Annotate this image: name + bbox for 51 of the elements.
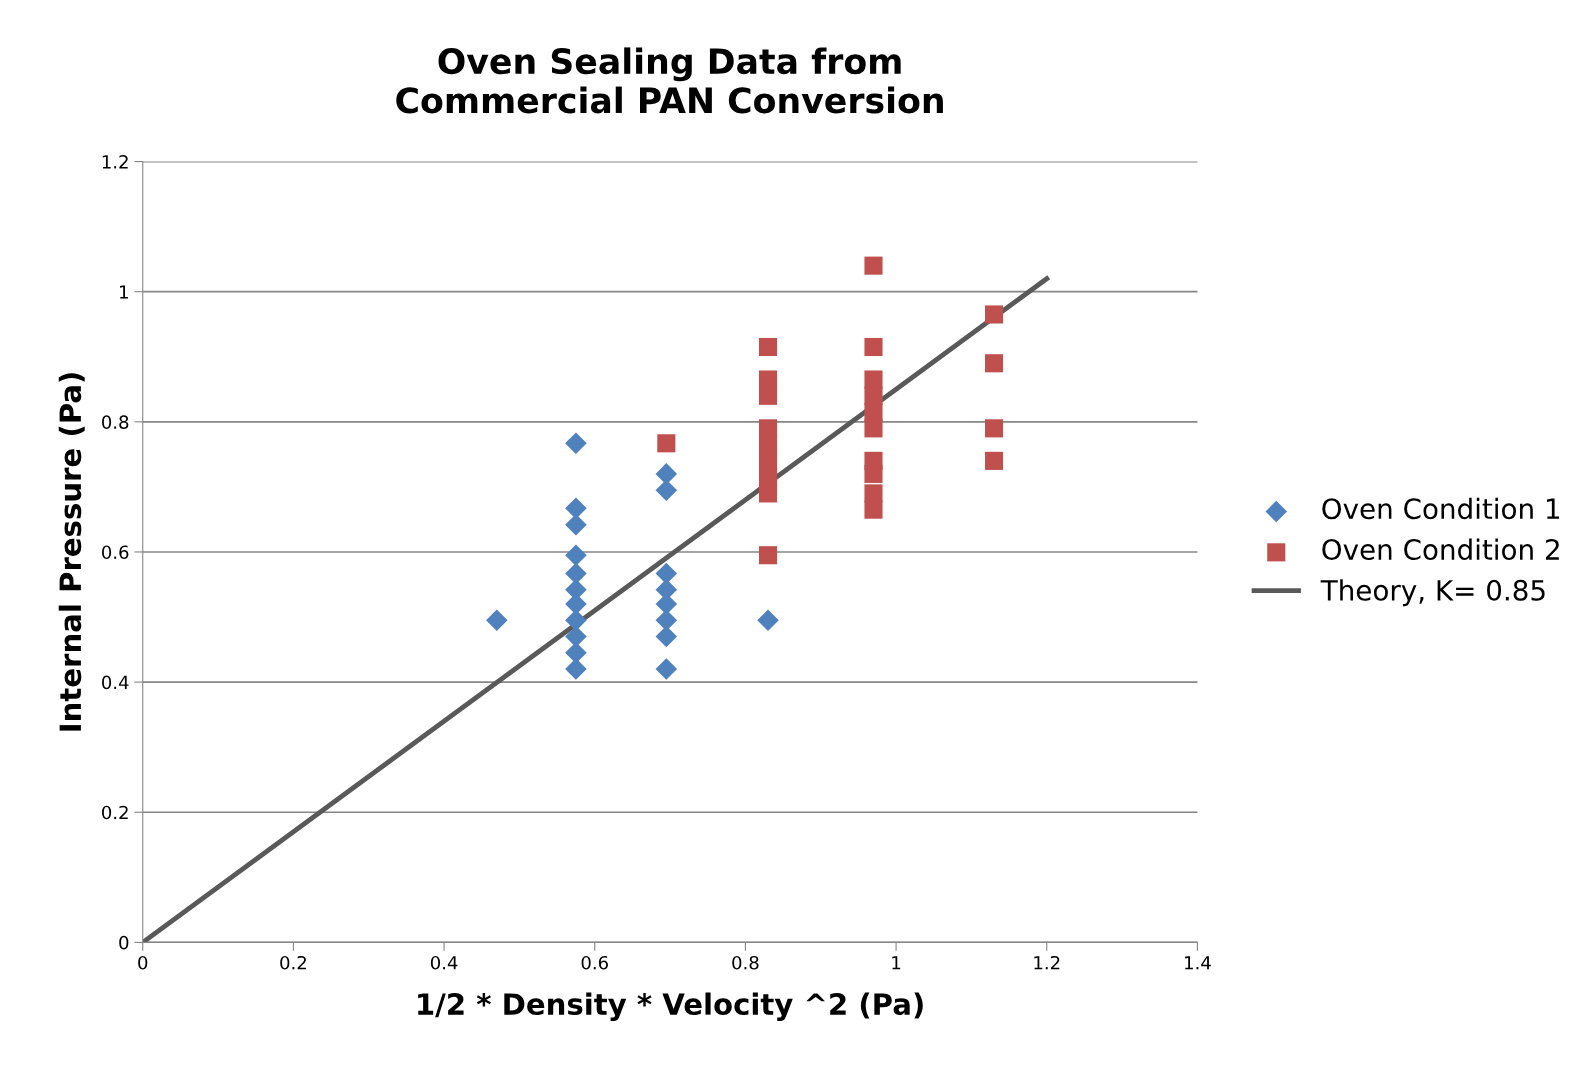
point [864,500,883,519]
x-tick-label: 0.6 [581,955,608,970]
point [984,354,1004,373]
point [565,593,587,615]
point [984,451,1004,470]
x-tick-label: 1 [892,956,901,970]
point [655,593,678,615]
legend-label: Oven Condition 1 [1322,497,1560,520]
x-tick-label: 0.2 [280,955,306,970]
point [657,434,676,453]
y-tick-label: 1 [120,285,128,299]
point [758,337,778,357]
y-axis-title: Internal Pressure (Pa) [58,373,85,731]
legend-label: Theory, K= 0.85 [1320,579,1545,607]
y-tick-label: 0.6 [102,545,129,560]
point [757,609,779,632]
x-tick-label: 1.4 [1185,956,1211,970]
point [758,546,778,565]
y-tick-label: 0.4 [102,675,129,690]
point [984,305,1004,324]
point [565,658,587,680]
point [655,625,678,648]
point [655,479,678,501]
point [655,658,678,680]
point [758,484,778,503]
point [864,256,883,275]
x-tick-label: 0.4 [430,955,458,970]
point [984,419,1004,438]
x-tick-label: 1.2 [1034,955,1060,970]
point [655,463,678,485]
chart-title: Oven Sealing Data from Commercial PAN Conversion [396,47,943,114]
point [864,337,883,357]
point [565,432,587,455]
point [565,513,587,536]
point [565,625,587,648]
point [864,419,883,438]
point [565,642,587,664]
point [565,544,587,566]
y-tick-label: 0.8 [102,415,129,429]
point [565,562,587,585]
point [758,419,778,438]
legend-label: Oven Condition 2 [1322,538,1559,561]
point [758,386,778,405]
y-tick-label: 0.2 [102,805,128,820]
y-tick-label: 1.2 [102,155,128,169]
point [864,464,883,483]
x-tick-label: 0 [138,955,148,970]
x-tick-label: 0.8 [732,955,759,970]
y-tick-label: 0 [119,935,129,950]
point [486,609,508,632]
x-axis-title: 1/2 * Density * Velocity ^2 (Pa) [418,992,923,1021]
